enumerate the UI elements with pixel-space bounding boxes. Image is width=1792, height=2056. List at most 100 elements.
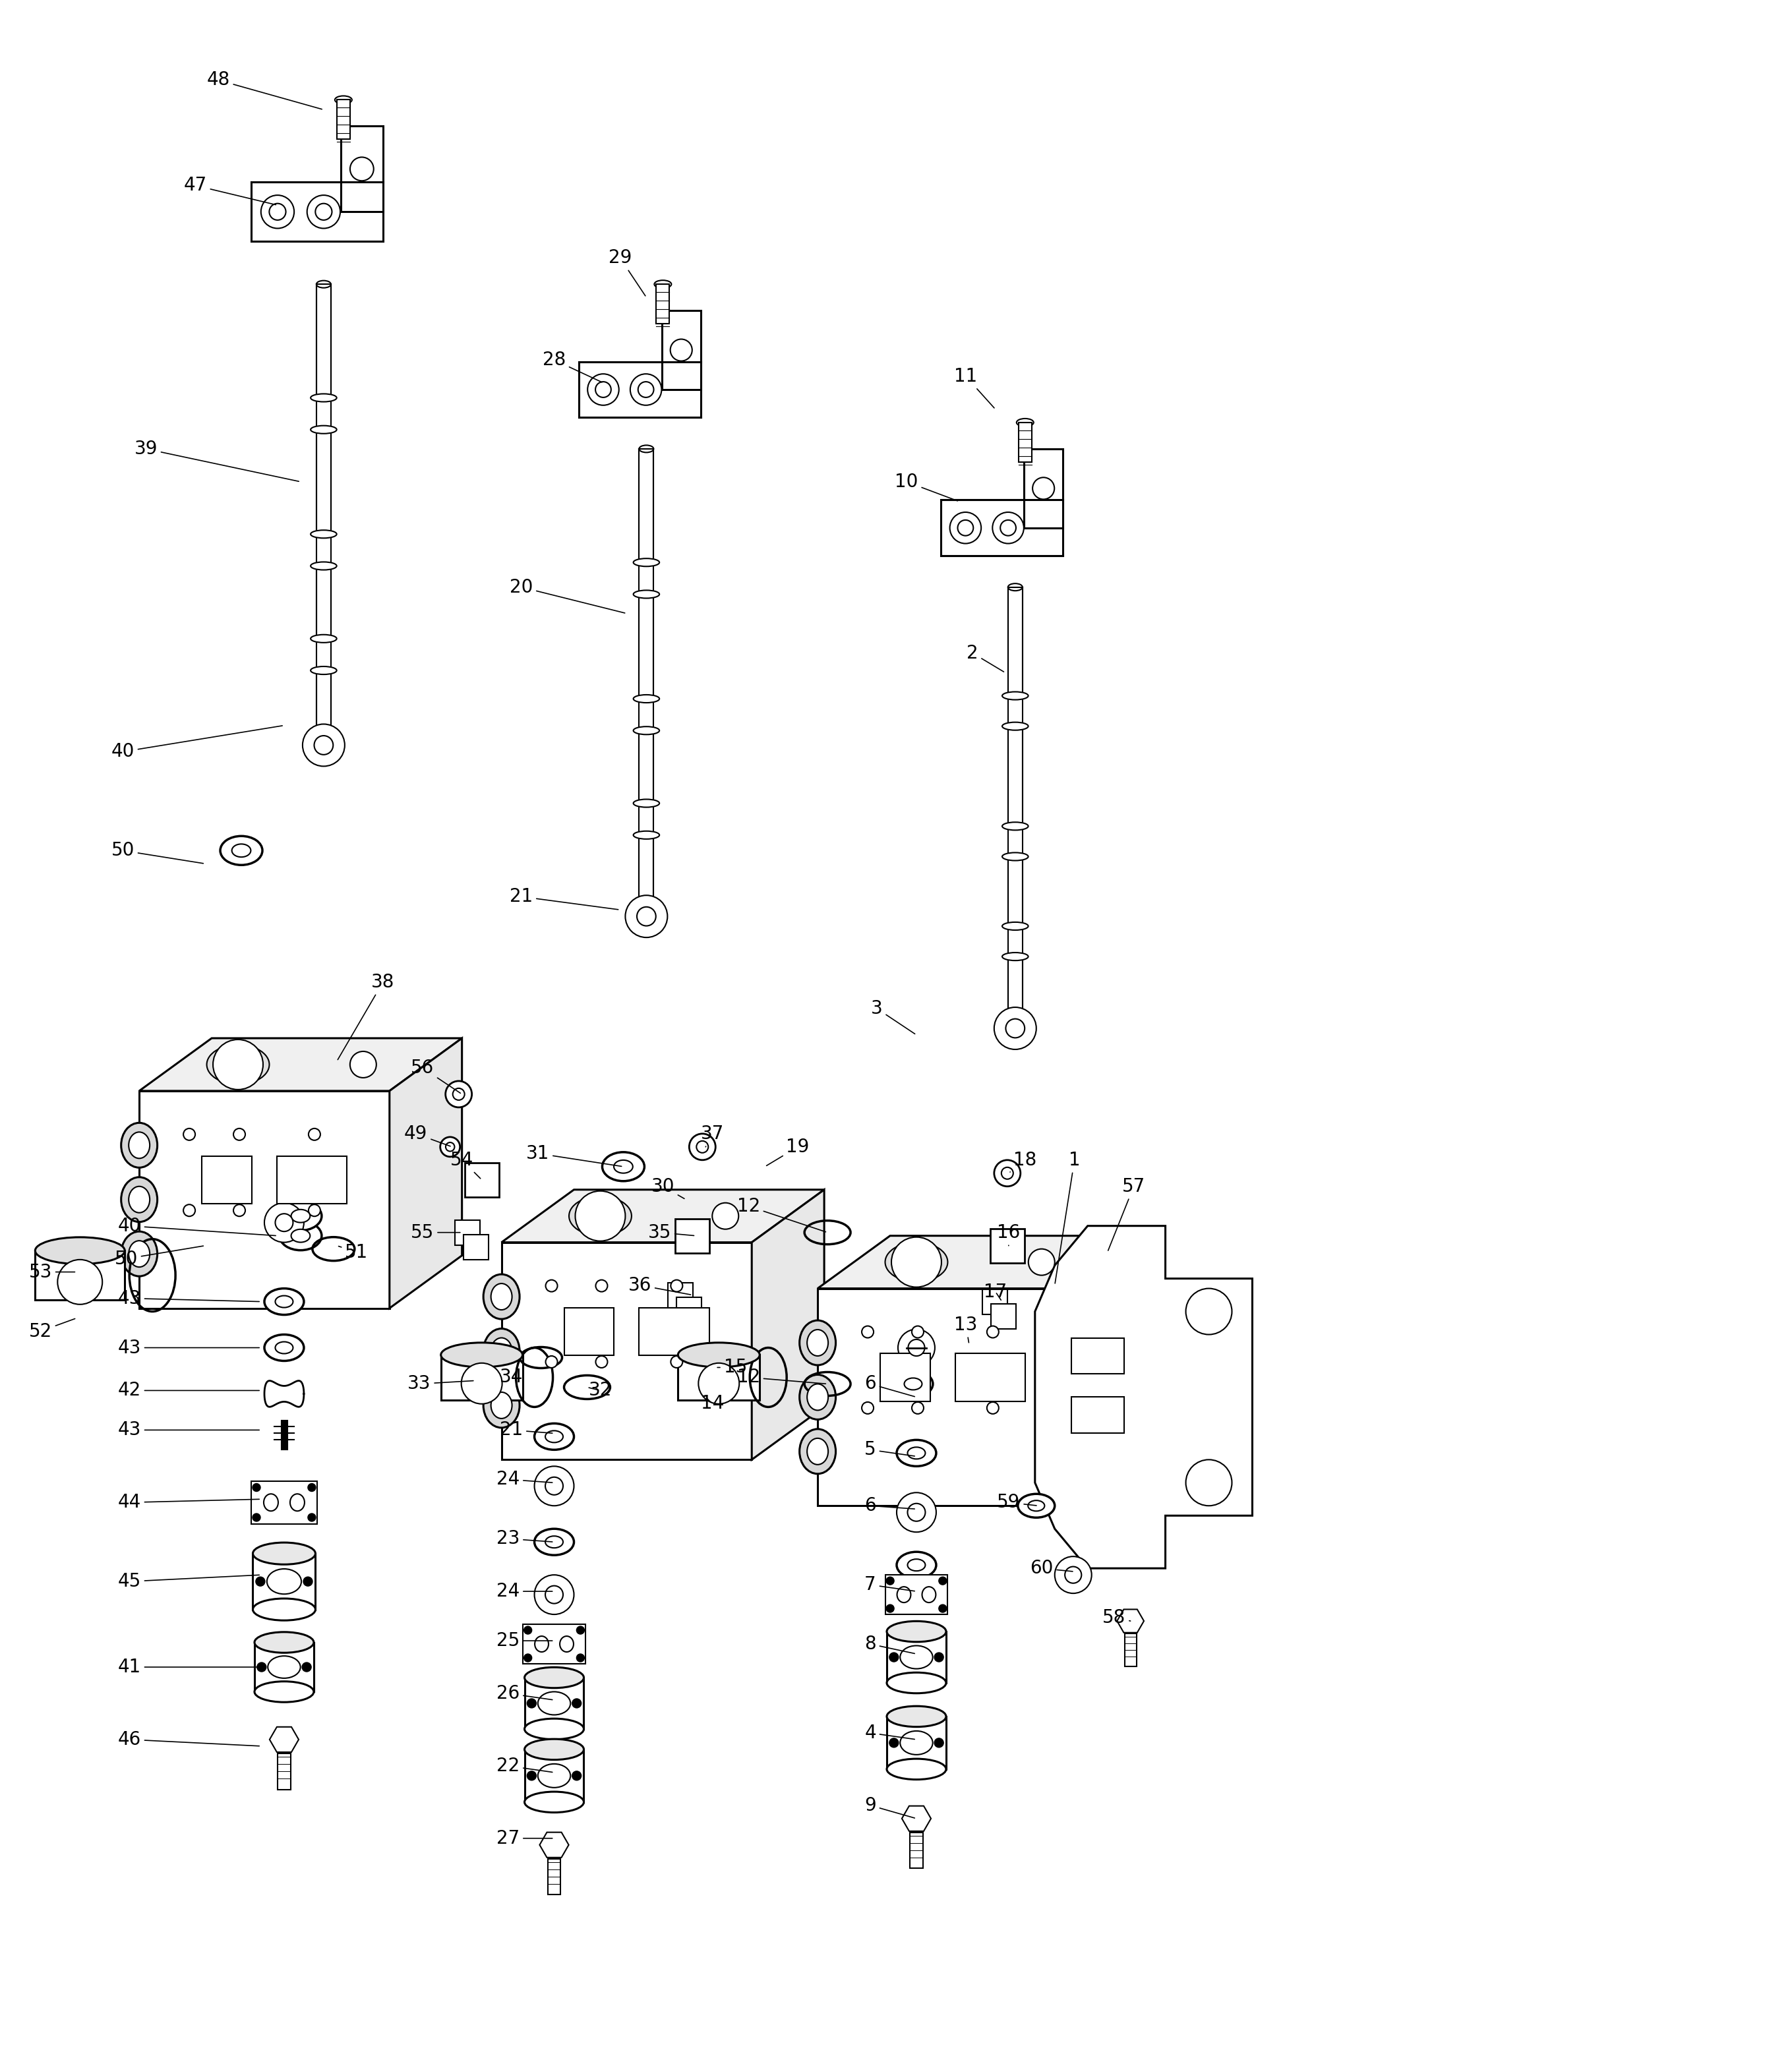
Text: 16: 16 <box>996 1223 1020 1246</box>
Circle shape <box>523 1653 532 1661</box>
Ellipse shape <box>799 1429 835 1474</box>
Circle shape <box>233 1129 246 1141</box>
Text: 7: 7 <box>864 1575 914 1593</box>
Text: 60: 60 <box>1030 1558 1073 1577</box>
Circle shape <box>934 1653 944 1661</box>
Circle shape <box>1032 477 1054 500</box>
Text: 4: 4 <box>864 1723 914 1741</box>
Polygon shape <box>269 1727 299 1752</box>
Ellipse shape <box>129 1133 151 1158</box>
Bar <box>340 125 383 212</box>
Polygon shape <box>1036 1225 1253 1569</box>
Circle shape <box>887 1577 894 1585</box>
Ellipse shape <box>122 1178 158 1221</box>
Ellipse shape <box>559 1637 573 1651</box>
Ellipse shape <box>267 1655 301 1678</box>
Ellipse shape <box>633 726 659 734</box>
Circle shape <box>912 1402 923 1415</box>
Circle shape <box>308 1484 315 1491</box>
Circle shape <box>631 374 661 405</box>
Text: 30: 30 <box>650 1178 685 1199</box>
Ellipse shape <box>1002 923 1029 929</box>
Text: 28: 28 <box>543 352 602 382</box>
Ellipse shape <box>570 1197 631 1236</box>
Circle shape <box>256 1663 267 1672</box>
Text: 37: 37 <box>701 1125 724 1147</box>
Bar <box>455 1219 480 1246</box>
Circle shape <box>995 1160 1020 1186</box>
Ellipse shape <box>1018 1495 1055 1517</box>
Circle shape <box>572 1698 581 1709</box>
Circle shape <box>57 1260 102 1304</box>
Ellipse shape <box>534 1637 548 1651</box>
Circle shape <box>349 1051 376 1077</box>
Circle shape <box>441 1137 461 1158</box>
Ellipse shape <box>491 1338 513 1365</box>
Bar <box>640 835 654 903</box>
Bar <box>579 362 701 417</box>
Circle shape <box>527 1698 536 1709</box>
Circle shape <box>670 1281 683 1291</box>
Bar <box>1007 726 1023 827</box>
Text: 44: 44 <box>118 1493 260 1511</box>
Ellipse shape <box>640 446 654 452</box>
Ellipse shape <box>290 1495 305 1511</box>
Text: 3: 3 <box>871 999 916 1034</box>
Ellipse shape <box>633 800 659 808</box>
Bar <box>640 448 654 563</box>
Ellipse shape <box>484 1275 520 1320</box>
Text: 17: 17 <box>984 1283 1007 1301</box>
Text: 35: 35 <box>649 1223 694 1242</box>
Bar <box>525 1750 584 1801</box>
Text: 6: 6 <box>864 1375 914 1396</box>
Text: 21: 21 <box>500 1421 552 1439</box>
Ellipse shape <box>905 1378 923 1390</box>
Text: 21: 21 <box>509 888 618 909</box>
Ellipse shape <box>254 1632 314 1653</box>
Ellipse shape <box>254 1682 314 1702</box>
Circle shape <box>995 1007 1036 1049</box>
Bar <box>880 1353 930 1402</box>
Ellipse shape <box>545 1431 563 1443</box>
Bar <box>441 1355 523 1400</box>
Circle shape <box>595 1281 607 1291</box>
Bar <box>1007 588 1023 695</box>
Bar <box>982 1289 1007 1314</box>
Ellipse shape <box>633 590 659 598</box>
Ellipse shape <box>267 1569 301 1593</box>
Circle shape <box>697 1141 708 1153</box>
Bar <box>817 1289 1068 1505</box>
Ellipse shape <box>806 1384 828 1410</box>
Ellipse shape <box>538 1692 570 1715</box>
Bar <box>140 1092 389 1308</box>
Ellipse shape <box>290 1229 310 1242</box>
Ellipse shape <box>923 1587 935 1602</box>
Bar <box>464 1234 489 1260</box>
Text: 19: 19 <box>767 1137 810 1166</box>
Text: 8: 8 <box>864 1635 914 1653</box>
Ellipse shape <box>129 1186 151 1213</box>
Circle shape <box>545 1281 557 1291</box>
Ellipse shape <box>907 1447 925 1460</box>
Polygon shape <box>817 1236 1140 1289</box>
Ellipse shape <box>220 837 262 866</box>
Ellipse shape <box>265 1289 305 1314</box>
Ellipse shape <box>122 1232 158 1277</box>
Text: 11: 11 <box>953 368 995 407</box>
Ellipse shape <box>898 1587 910 1602</box>
Text: 53: 53 <box>29 1262 75 1281</box>
Ellipse shape <box>310 561 337 570</box>
Ellipse shape <box>231 845 251 857</box>
Circle shape <box>256 1577 265 1585</box>
Bar <box>640 730 654 804</box>
Circle shape <box>887 1604 894 1612</box>
Text: 34: 34 <box>500 1365 527 1386</box>
Circle shape <box>1005 1020 1025 1038</box>
Circle shape <box>315 204 332 220</box>
Text: 56: 56 <box>410 1059 461 1094</box>
Circle shape <box>253 1513 260 1521</box>
Bar <box>887 1717 946 1768</box>
Bar <box>337 101 349 140</box>
Ellipse shape <box>290 1209 310 1223</box>
Ellipse shape <box>280 1201 323 1229</box>
